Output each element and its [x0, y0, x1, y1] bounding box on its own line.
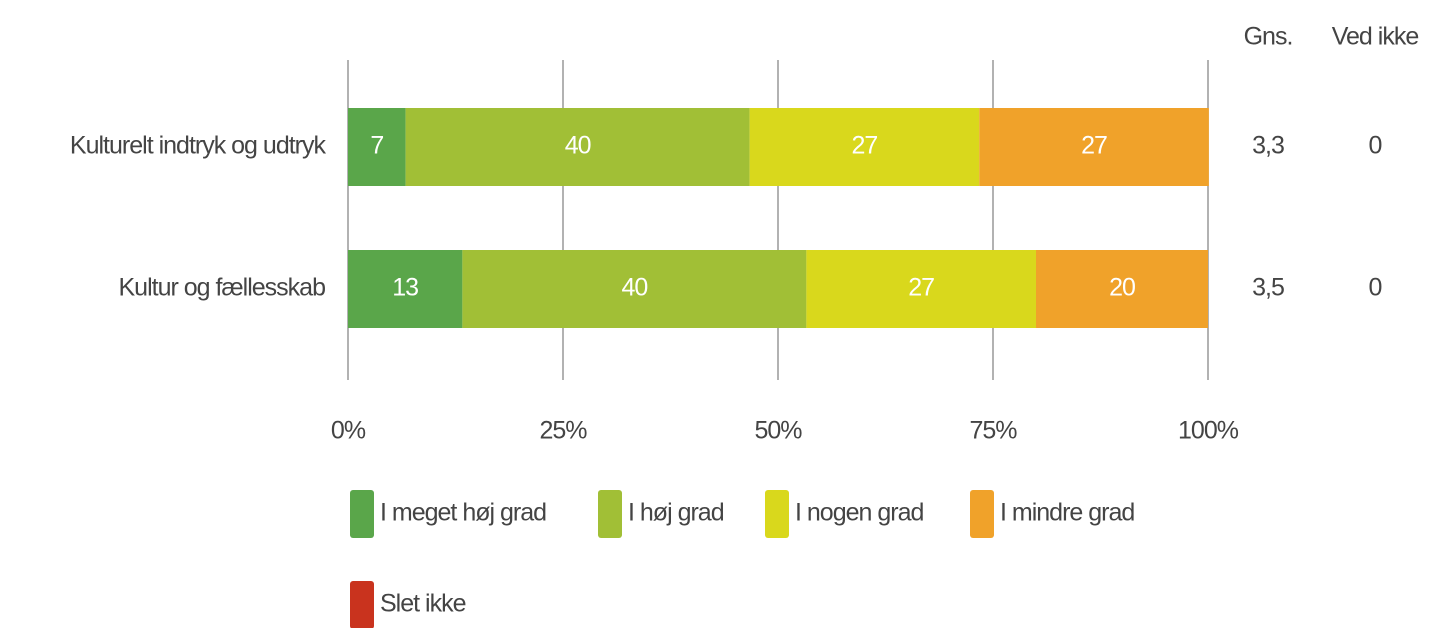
x-tick-label: 25% — [539, 417, 587, 445]
legend-swatch — [598, 490, 622, 538]
column-value: 3,3 — [1252, 132, 1284, 160]
column-header: Gns. — [1244, 23, 1293, 51]
legend-label: Slet ikke — [380, 590, 466, 618]
x-tick-label: 50% — [754, 417, 802, 445]
bar-segment — [749, 108, 980, 186]
bar-segment — [348, 250, 463, 328]
bar-segment — [462, 250, 807, 328]
segment-label: 13 — [392, 274, 418, 302]
bar-segment — [348, 108, 406, 186]
segment-label: 27 — [908, 274, 934, 302]
legend-label: I meget høj grad — [380, 499, 546, 527]
bar-segment — [405, 108, 750, 186]
x-tick-label: 75% — [969, 417, 1017, 445]
legend-swatch — [350, 490, 374, 538]
category-label: Kulturelt indtryk og udtryk — [70, 132, 327, 160]
segment-label: 40 — [621, 274, 647, 302]
bar-segment — [806, 250, 1036, 328]
legend-swatch — [350, 581, 374, 628]
column-value: 0 — [1369, 274, 1382, 302]
bar-segment — [979, 108, 1209, 186]
segment-label: 20 — [1109, 274, 1135, 302]
segment-label: 7 — [370, 132, 383, 160]
legend-swatch — [765, 490, 789, 538]
column-value: 0 — [1369, 132, 1382, 160]
segment-label: 27 — [1081, 132, 1107, 160]
legend-swatch — [970, 490, 994, 538]
column-header: Ved ikke — [1332, 23, 1419, 51]
legend-label: I nogen grad — [795, 499, 923, 527]
category-label: Kultur og fællesskab — [118, 274, 325, 302]
legend-label: I høj grad — [628, 499, 724, 527]
segment-label: 27 — [852, 132, 878, 160]
legend-label: I mindre grad — [1000, 499, 1134, 527]
segment-label: 40 — [565, 132, 591, 160]
x-tick-label: 0% — [331, 417, 366, 445]
bar-segment — [1036, 250, 1208, 328]
column-value: 3,5 — [1252, 274, 1284, 302]
x-tick-label: 100% — [1178, 417, 1239, 445]
